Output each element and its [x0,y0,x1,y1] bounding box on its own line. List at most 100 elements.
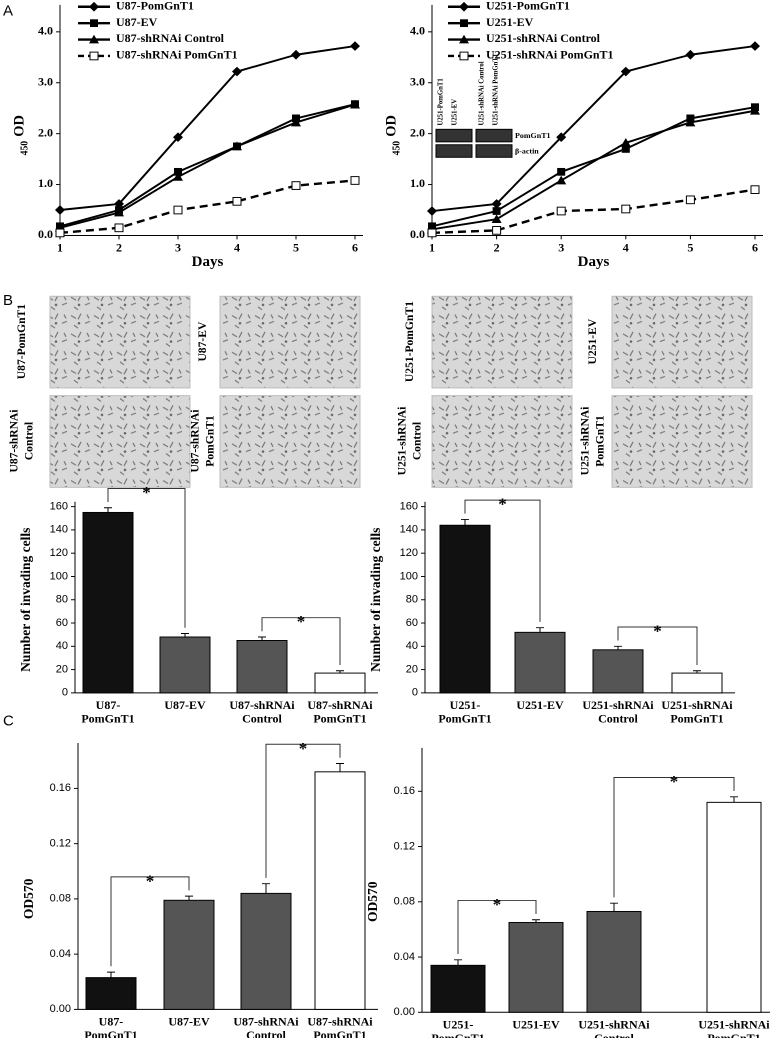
error-bar [454,959,462,966]
y-tick-label: 0.00 [394,1006,415,1018]
significance-bracket [617,626,698,665]
bar [314,771,366,1010]
data-point [621,204,631,214]
x-tick-label: U251-shRNAi [578,1018,650,1032]
data-point [114,207,124,217]
y-tick-label: 0.12 [50,838,71,850]
micrograph [611,295,753,389]
x-tick-label: U87- [96,698,121,712]
y-tick-label: 2.0 [410,126,425,140]
y-tick-label: 140 [400,524,418,536]
micrograph [49,395,191,488]
legend-marker [460,19,468,28]
y-tick-label: 0 [412,687,418,699]
y-tick-label: 100 [400,570,418,582]
blot-lane-label: U251-shRNAi Control [479,61,486,125]
significance-bracket [613,777,735,898]
y-axis-label: Number of invading cells [368,527,383,672]
legend-label: U251-PomGnT1 [486,0,570,12]
x-tick-label: U251- [450,698,481,712]
significance-label: * [142,483,150,502]
legend-marker [459,1,469,12]
x-tick-label: 2 [116,241,122,255]
data-point [114,223,124,233]
micrograph-label: U251-shRNAi [578,406,592,475]
bar [671,672,723,694]
data-point [55,205,65,215]
y-tick-label: 0.08 [50,893,71,905]
y-tick-label: 0.0 [38,227,53,241]
micrograph [49,295,191,389]
bar [240,892,292,1010]
y-tick-label: 20 [56,664,68,676]
x-tick-label: U87-shRNAi [229,698,295,712]
y-axis-label-sub: 450 [391,141,402,156]
x-tick-label: 3 [175,241,181,255]
legend-label: U87-shRNAi PomGnT1 [116,48,238,62]
x-tick-label: PomGnT1 [313,1028,366,1038]
error-bar [532,919,540,923]
data-point [350,99,360,109]
legend-marker [89,34,99,44]
legend-label: U87-EV [116,15,158,29]
y-tick-label: 3.0 [38,75,53,89]
error-bar [336,763,344,772]
y-tick-label: 0.08 [394,896,415,908]
data-point [291,49,301,60]
x-axis-label: Days [578,254,610,270]
x-tick-label: U87-shRNAi [307,1015,373,1029]
data-point [232,197,242,206]
series-line [59,103,356,229]
x-tick-label: Control [594,1031,634,1038]
significance-bracket [265,743,341,878]
data-point [556,175,567,185]
bar [430,964,486,1013]
significance-bracket [464,499,541,622]
x-tick-label: 6 [752,241,758,255]
y-tick-label: 4.0 [38,24,53,38]
y-tick-label: 0.0 [410,227,425,241]
legend-label: U87-shRNAi Control [116,31,225,45]
micrograph [219,395,361,488]
data-point [492,226,502,235]
error-bar [104,507,112,513]
data-point [750,41,760,51]
x-tick-label: U87-shRNAi [307,698,373,712]
x-tick-label: 4 [234,241,240,255]
series-line [431,188,756,235]
x-tick-label: Control [242,712,282,726]
y-tick-label: 120 [400,547,418,559]
significance-bracket [457,899,537,955]
y-tick-label: 1.0 [38,176,53,190]
series-line [59,103,356,228]
micrograph-label: Control [410,421,424,460]
data-point [621,145,630,153]
legend-label: U251-shRNAi Control [486,31,601,45]
x-tick-label: U251- [443,1018,474,1032]
blot-row-label: β-actin [515,146,539,155]
micrograph [431,295,573,389]
error-bar [185,895,193,901]
bar [592,649,644,694]
error-bar [262,883,270,894]
data-point [55,228,65,238]
x-tick-label: 5 [687,241,693,255]
panel-label: B [3,293,13,309]
error-bar [693,670,701,674]
significance-label: * [498,495,506,514]
data-point [685,195,695,205]
micrograph-label: Control [22,421,36,460]
y-tick-label: 2.0 [38,126,53,140]
y-tick-label: 4.0 [410,24,425,38]
data-point [556,206,566,216]
x-tick-label: U251-shRNAi [582,698,654,712]
micrograph-label: U251-EV [585,318,599,364]
micrograph-label: U87-shRNAi [7,409,21,473]
error-bar [730,796,738,803]
x-tick-label: U87- [99,1015,124,1029]
micrograph [219,295,361,389]
x-axis-label: Days [192,254,224,270]
micrograph [611,395,753,488]
blot-band [435,144,473,158]
